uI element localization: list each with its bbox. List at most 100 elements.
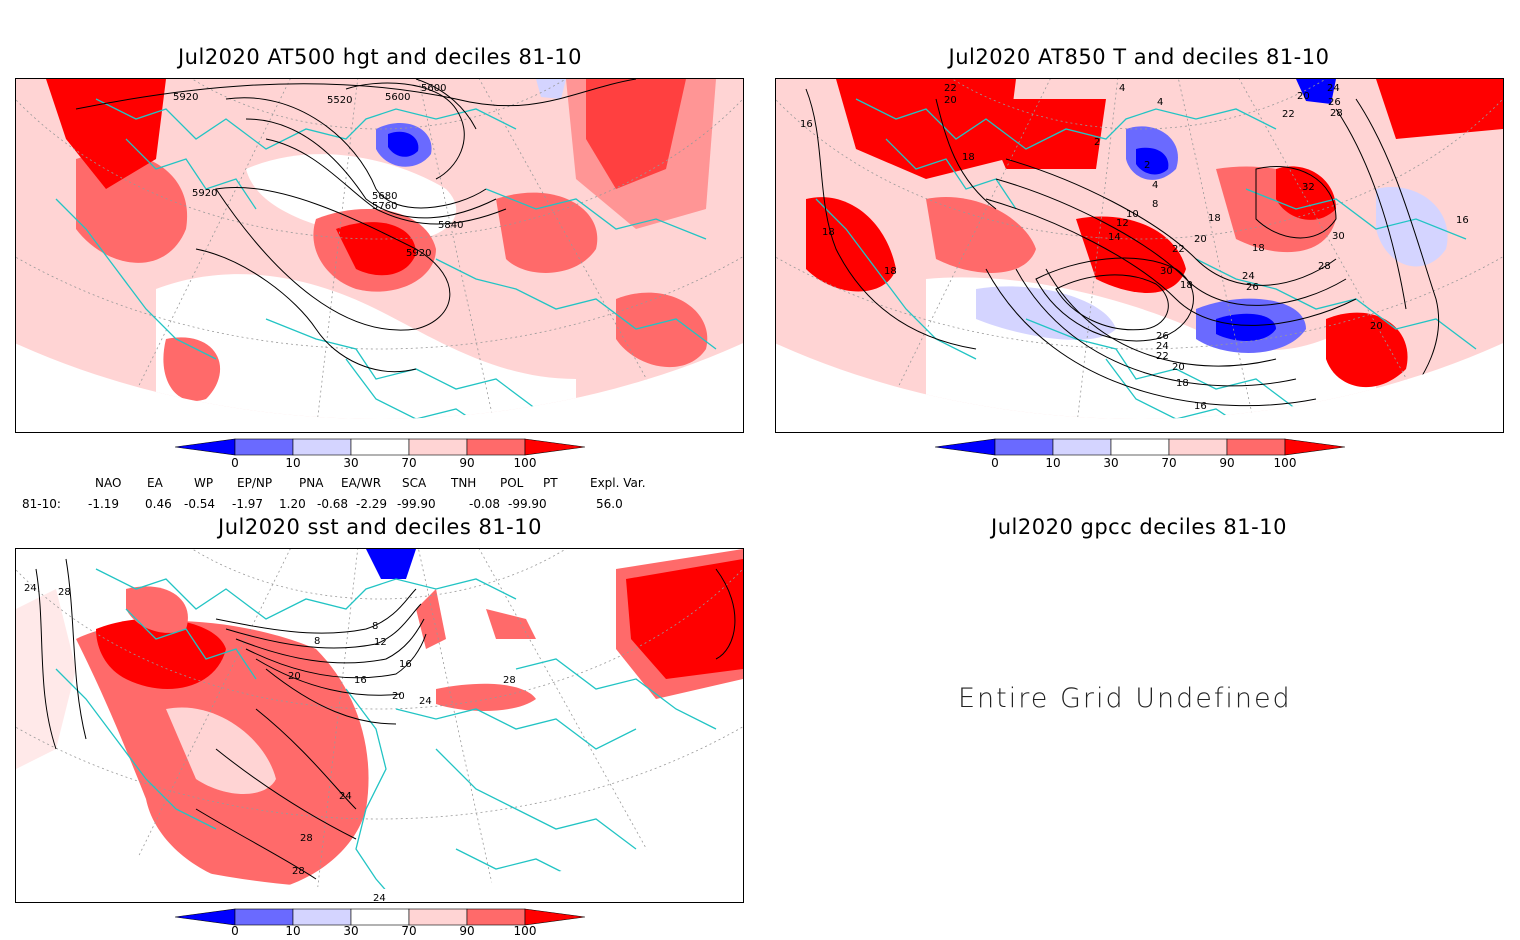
panel-title-hgt: Jul2020 AT500 hgt and deciles 81-10 (177, 45, 583, 69)
contour-label: 26 (1328, 97, 1341, 108)
colorbar-label: 30 (343, 924, 359, 938)
index-value: 0.46 (145, 497, 172, 511)
index-name: Expl. Var. (590, 476, 646, 490)
contour-label: 18 (962, 152, 975, 163)
map-panel-sst: 24 28 8 8 12 16 16 20 20 24 28 24 28 28 … (15, 548, 744, 903)
contour-label: 22 (1282, 109, 1295, 120)
contour-label: 18 (1180, 280, 1193, 291)
contour-label: 22 (1172, 244, 1185, 255)
contour-label: 24 (339, 791, 352, 802)
map-panel-t850: 22 20 16 18 18 18 4 4 2 2 4 8 10 12 14 1… (775, 78, 1504, 433)
colorbar-label: 70 (401, 456, 417, 470)
colorbar-sst: 0 10 30 70 90 100 (174, 908, 586, 940)
colorbar-t850: 0 10 30 70 90 100 (934, 438, 1346, 470)
colorbar-segment (292, 438, 352, 456)
contour-label: 16 (354, 675, 367, 686)
index-value: -1.19 (88, 497, 120, 511)
contour-label: 18 (1208, 213, 1221, 224)
contour-label: 5520 (327, 95, 352, 106)
index-value: 1.20 (279, 497, 306, 511)
contour-label: 20 (288, 671, 301, 682)
contour-label: 5600 (385, 92, 410, 103)
contour-label: 4 (1157, 97, 1163, 108)
contour-label: 28 (292, 866, 305, 877)
colorbar-label: 70 (1161, 456, 1177, 470)
colorbar-segment (466, 908, 526, 926)
contour-label: 32 (1302, 182, 1315, 193)
colorbar-label: 0 (991, 456, 999, 470)
contour-label: 16 (1194, 401, 1207, 412)
colorbar-segment (292, 908, 352, 926)
colorbar-label: 10 (285, 456, 301, 470)
contour-label: 24 (1156, 341, 1169, 352)
colorbar-segment (174, 438, 236, 456)
contour-label: 16 (800, 119, 813, 130)
colorbar-segment (524, 908, 586, 926)
index-name: PT (543, 476, 558, 490)
contour-label: 24 (419, 696, 432, 707)
contour-label: 5680 (372, 191, 397, 202)
map-panel-hgt: 5920 5520 5600 5600 5920 5680 5760 5840 … (15, 78, 744, 433)
index-value: -0.54 (184, 497, 216, 511)
colorbar-label: 100 (1273, 456, 1297, 470)
colorbar-segment (1168, 438, 1228, 456)
contour-label: 20 (1297, 91, 1310, 102)
index-name: WP (194, 476, 214, 490)
colorbar-label: 100 (513, 924, 537, 938)
contour-label: 18 (884, 266, 897, 277)
colorbar-label: 0 (231, 924, 239, 938)
contour-label: 12 (1116, 218, 1129, 229)
colorbar-segment (1226, 438, 1286, 456)
colorbar-segment (1110, 438, 1170, 456)
contour-label: 4 (1119, 83, 1125, 94)
contour-label: 8 (372, 621, 378, 632)
index-name: PNA (299, 476, 324, 490)
contour-label: 20 (1370, 321, 1383, 332)
contour-label: 28 (300, 833, 313, 844)
index-name: POL (500, 476, 524, 490)
index-name: EA/WR (341, 476, 382, 490)
contour-label: 28 (1318, 261, 1331, 272)
colorbar-label: 90 (1219, 456, 1235, 470)
contour-label: 5840 (438, 220, 463, 231)
contour-label: 20 (944, 95, 957, 106)
contour-label: 26 (1156, 331, 1169, 342)
contour-label: 2 (1094, 137, 1100, 148)
index-row-label: 81-10: (22, 497, 61, 511)
t850-contour-labels: 22 20 16 18 18 18 4 4 2 2 4 8 10 12 14 1… (800, 83, 1469, 412)
contour-label: 2 (1144, 160, 1150, 171)
colorbar-label: 0 (231, 456, 239, 470)
hgt-contour-labels: 5920 5520 5600 5600 5920 5680 5760 5840 … (173, 83, 463, 259)
colorbar-segment (350, 908, 410, 926)
colorbar-segment (466, 438, 526, 456)
index-value: -0.08 (469, 497, 501, 511)
colorbar-label: 70 (401, 924, 417, 938)
contour-label: 8 (314, 636, 320, 647)
contour-label: 5920 (192, 188, 217, 199)
contour-label: 24 (1327, 83, 1340, 94)
contour-label: 24 (1242, 271, 1255, 282)
index-value: -0.68 (317, 497, 349, 511)
contour-label: 26 (1246, 282, 1259, 293)
index-name: EA (147, 476, 163, 490)
colorbar-label: 90 (459, 924, 475, 938)
colorbar-segment (408, 438, 468, 456)
index-value: -1.97 (232, 497, 264, 511)
colorbar-segment (1284, 438, 1346, 456)
contour-label: 4 (1152, 180, 1158, 191)
panel-title-sst: Jul2020 sst and deciles 81-10 (218, 515, 542, 539)
contour-label: 18 (1252, 243, 1265, 254)
contour-label: 10 (1126, 209, 1139, 220)
sst-contour-labels: 24 28 8 8 12 16 16 20 20 24 28 24 28 28 … (24, 583, 516, 902)
colorbar-segment (234, 438, 294, 456)
colorbar-segment (174, 908, 236, 926)
colorbar-segment (408, 908, 468, 926)
index-value: -2.29 (356, 497, 388, 511)
undefined-grid-message: Entire Grid Undefined (958, 683, 1292, 714)
contour-label: 18 (1176, 378, 1189, 389)
colorbar-label: 100 (513, 456, 537, 470)
contour-label: 5760 (372, 201, 397, 212)
contour-label: 5920 (173, 92, 198, 103)
contour-label: 14 (1108, 232, 1121, 243)
contour-label: 20 (1172, 362, 1185, 373)
